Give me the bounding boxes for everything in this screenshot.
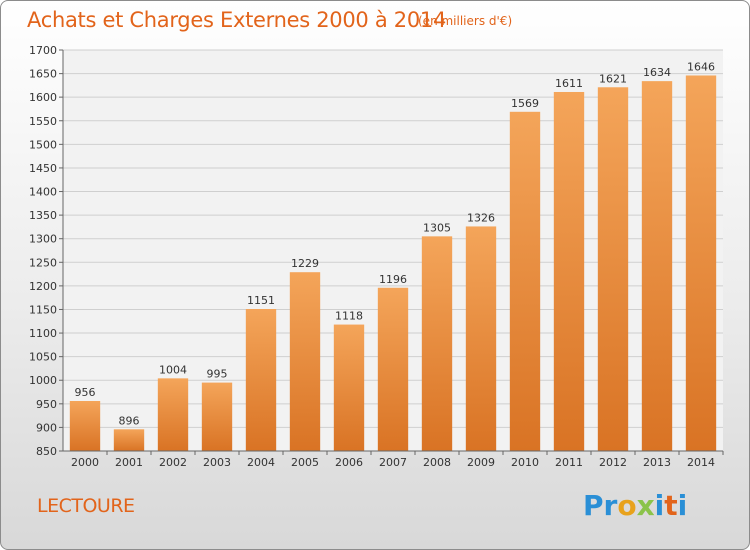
value-label-2014: 1646 [687, 60, 715, 73]
x-tick-label-2004: 2004 [247, 456, 275, 469]
y-tick-label: 1150 [29, 303, 57, 316]
commune-name: LECTOURE [37, 495, 135, 517]
y-tick-label: 1250 [29, 256, 57, 269]
bars: 956 896 1004 995 1151 1229 1118 1196 1305 1326 156… [69, 60, 717, 452]
x-tick-label-2011: 2011 [555, 456, 583, 469]
logo-letter: t [664, 489, 678, 522]
chart-title: Achats et Charges Externes 2000 à 2014 [27, 8, 447, 32]
x-tick-label-2001: 2001 [115, 456, 143, 469]
y-tick-label: 900 [36, 421, 57, 434]
value-label-2004: 1151 [247, 294, 275, 307]
logo-letter: o [617, 489, 637, 522]
x-tick-label-2002: 2002 [159, 456, 187, 469]
y-tick-label: 1600 [29, 91, 57, 104]
bar-2003 [201, 382, 233, 451]
logo-letter: x [636, 489, 655, 522]
y-tick-label: 1050 [29, 351, 57, 364]
value-label-2012: 1621 [599, 72, 627, 85]
logo-letter: i [654, 489, 665, 522]
y-tick-label: 1400 [29, 186, 57, 199]
value-label-2000: 956 [75, 386, 96, 399]
value-label-2009: 1326 [467, 211, 495, 224]
value-label-2010: 1569 [511, 97, 539, 110]
value-label-2001: 896 [119, 414, 140, 427]
y-tick-label: 950 [36, 398, 57, 411]
logo-letter: r [603, 489, 618, 522]
x-tick-label-2012: 2012 [599, 456, 627, 469]
y-tick-label: 1450 [29, 162, 57, 175]
y-tick-label: 1200 [29, 280, 57, 293]
x-tick-label-2003: 2003 [203, 456, 231, 469]
y-tick-label: 1700 [29, 44, 57, 57]
x-tick-label-2006: 2006 [335, 456, 363, 469]
value-label-2002: 1004 [159, 363, 187, 376]
value-label-2003: 995 [207, 368, 228, 381]
x-tick-label-2008: 2008 [423, 456, 451, 469]
y-tick-label: 1550 [29, 115, 57, 128]
x-tick-label-2009: 2009 [467, 456, 495, 469]
y-tick-label: 1500 [29, 138, 57, 151]
value-label-2006: 1118 [335, 310, 363, 323]
x-tick-label-2010: 2010 [511, 456, 539, 469]
logo-letter: P [583, 489, 604, 522]
y-tick-label: 1100 [29, 327, 57, 340]
y-tick-label: 1350 [29, 209, 57, 222]
y-tick-label: 1650 [29, 68, 57, 81]
x-tick-label-2013: 2013 [643, 456, 671, 469]
bar-2009 [465, 226, 497, 451]
chart-subtitle: (en milliers d'€) [418, 14, 513, 28]
bar-2007 [377, 287, 409, 451]
x-tick-label-2007: 2007 [379, 456, 407, 469]
x-tick-label-2000: 2000 [71, 456, 99, 469]
bar-2006 [333, 324, 365, 451]
proxiti-logo: Proxiti [583, 489, 687, 522]
bar-2004 [245, 308, 277, 451]
x-tick-label-2014: 2014 [687, 456, 715, 469]
bar-2008 [421, 236, 453, 451]
axes: 850 900 950 1000 1050 1100 1150 1200 1250 1300 135… [29, 44, 724, 469]
value-label-2005: 1229 [291, 257, 319, 270]
value-label-2008: 1305 [423, 221, 451, 234]
bar-2001 [113, 429, 145, 451]
y-tick-label: 1300 [29, 233, 57, 246]
value-label-2007: 1196 [379, 273, 407, 286]
bar-2014 [685, 75, 717, 452]
logo-letter: i [677, 489, 688, 522]
bar-2013 [641, 81, 673, 451]
bar-2005 [289, 272, 321, 451]
value-label-2013: 1634 [643, 66, 671, 79]
y-tick-label: 1000 [29, 374, 57, 387]
y-tick-label: 850 [36, 445, 57, 458]
value-label-2011: 1611 [555, 77, 583, 90]
bar-2012 [597, 87, 629, 451]
bar-2010 [509, 111, 541, 451]
bar-2002 [157, 378, 189, 451]
bar-2000 [69, 400, 101, 451]
x-tick-label-2005: 2005 [291, 456, 319, 469]
bar-2011 [553, 91, 585, 451]
